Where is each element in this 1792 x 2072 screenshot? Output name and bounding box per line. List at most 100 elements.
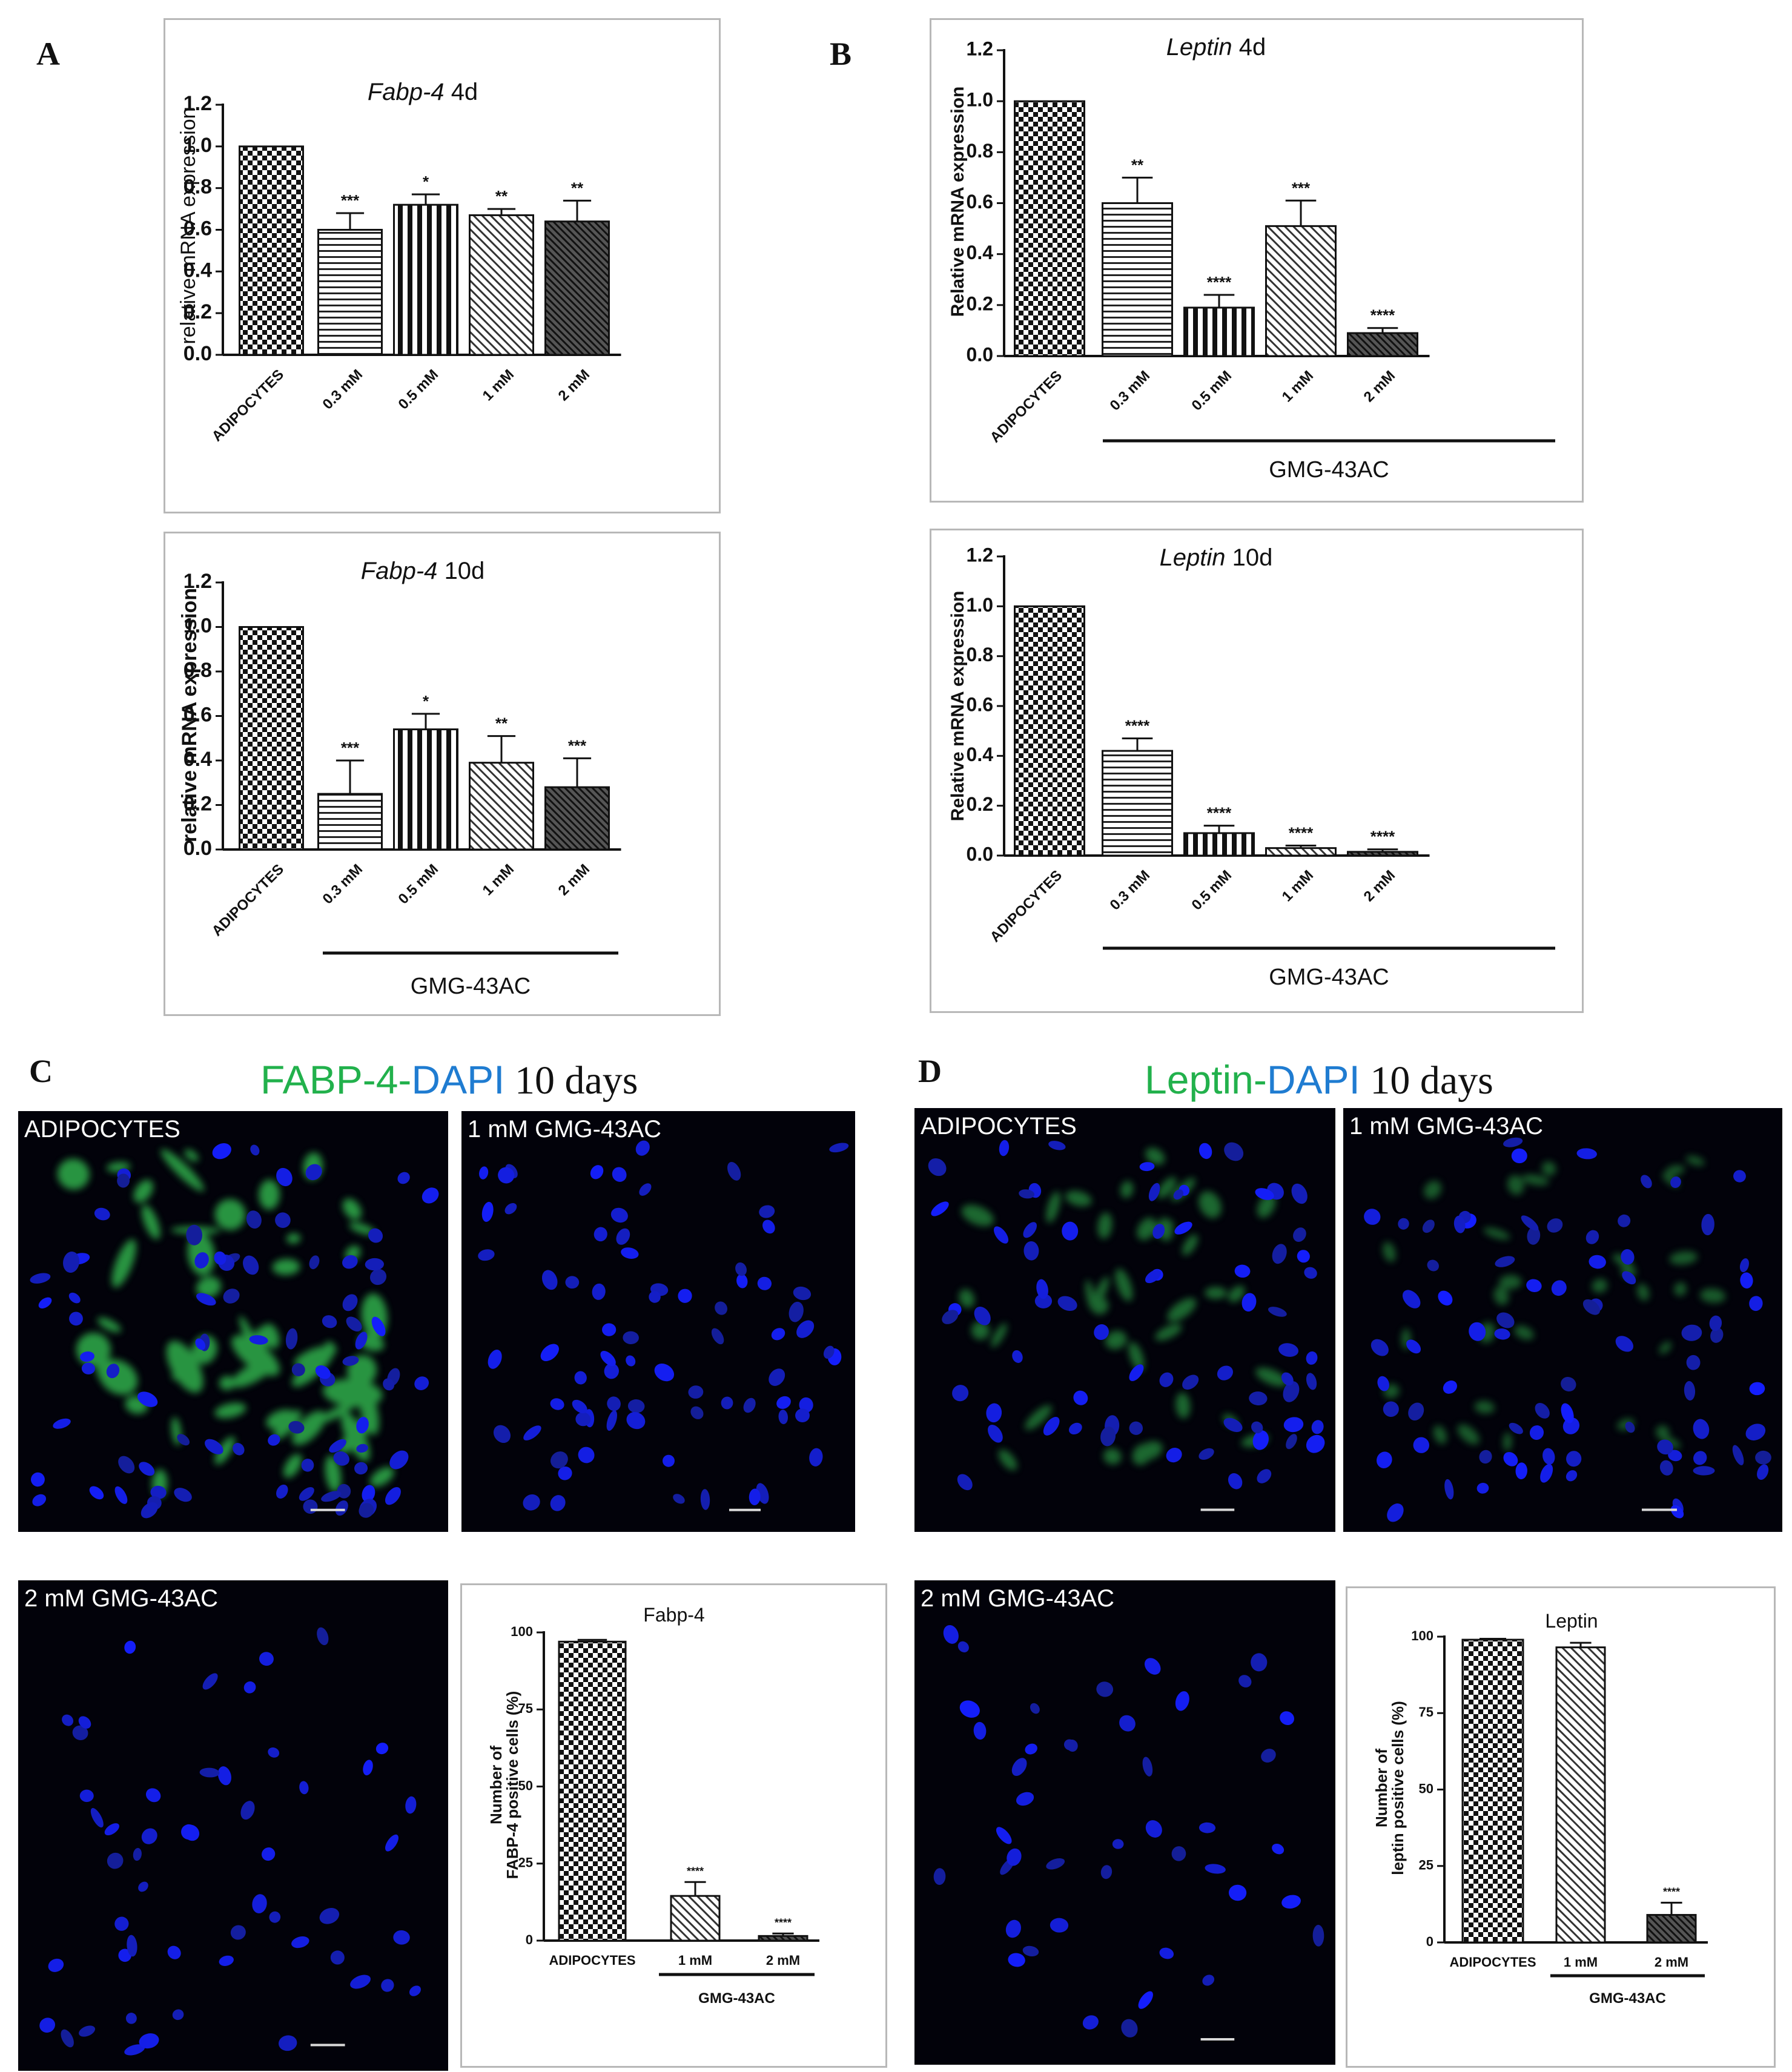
green-region: [231, 1335, 280, 1376]
nucleus: [626, 1411, 646, 1430]
micrograph-image: [18, 1111, 448, 1532]
nucleus: [1566, 1451, 1582, 1467]
nucleus: [1062, 1221, 1079, 1241]
nuclei: [1364, 1137, 1771, 1522]
x-tick-label: ADIPOCYTES: [987, 368, 1065, 446]
nucleus: [1281, 1372, 1294, 1386]
nucleus: [727, 1162, 741, 1181]
nucleus: [1398, 1218, 1409, 1230]
green-region: [1092, 1298, 1109, 1315]
green-region: [991, 1323, 1007, 1348]
bar-2-mm: [758, 1935, 808, 1942]
nucleus: [1283, 1417, 1304, 1433]
nucleus: [276, 1167, 293, 1187]
nucleus: [1228, 1884, 1247, 1901]
y-tick-label: 0.2: [967, 292, 993, 314]
nucleus: [385, 1834, 398, 1852]
y-axis-label: relative mRNA expression: [178, 588, 201, 842]
x-tick-label: 1 mM: [1279, 368, 1317, 405]
y-axis-label: leptin positive cells (%): [1389, 1701, 1407, 1875]
nucleus: [1444, 1479, 1454, 1500]
nucleus: [592, 1283, 606, 1300]
nucleus: [195, 1338, 206, 1350]
nuclei: [933, 1625, 1324, 2037]
nucleus: [230, 1925, 246, 1940]
nucleus: [721, 1396, 733, 1410]
nucleus: [743, 1397, 756, 1413]
nucleus: [1268, 1307, 1287, 1317]
nucleus: [1540, 1463, 1553, 1483]
nucleus: [1387, 1503, 1404, 1522]
chart-title-time: 4d: [451, 79, 478, 105]
x-tick-label: ADIPOCYTES: [1449, 1955, 1536, 1970]
nucleus: [276, 1484, 288, 1499]
nucleus: [150, 1485, 167, 1499]
nucleus: [1503, 1452, 1518, 1467]
chart-title-time: 10d: [1232, 544, 1273, 571]
nucleus: [196, 1293, 216, 1306]
nucleus: [1745, 1424, 1766, 1440]
nucleus: [479, 1166, 489, 1180]
nucleus: [1068, 1422, 1082, 1435]
y-tick-label: 1.0: [183, 614, 212, 637]
green-region: [1592, 1278, 1608, 1293]
nucleus: [1495, 1256, 1515, 1267]
nucleus: [540, 1344, 559, 1361]
micrograph-image: [18, 1580, 448, 2071]
panel-letter-d: D: [918, 1053, 942, 1089]
significance-marker: **: [1131, 156, 1144, 174]
nucleus: [1252, 1430, 1269, 1450]
y-tick-label: 0.2: [967, 793, 993, 815]
nucleus: [141, 1828, 157, 1844]
x-tick-label: 2 mM: [555, 366, 593, 404]
micrograph-image: [914, 1580, 1335, 2065]
y-tick-label: 0.8: [967, 644, 993, 665]
nucleus: [1228, 1473, 1243, 1490]
nucleus: [138, 1881, 148, 1892]
y-tick-label: 1.2: [967, 544, 993, 566]
green-region: [959, 1289, 975, 1308]
bar-2-mm: [1347, 332, 1418, 357]
nucleus: [217, 1766, 231, 1786]
nucleus: [319, 1908, 340, 1924]
nucleus: [335, 1500, 348, 1516]
nucleus: [1199, 1143, 1212, 1160]
chart-svg: Leptin 4d Relative mRNA expression 0.0 0.2 0…: [948, 34, 1555, 483]
nucleus: [259, 1652, 274, 1666]
chart-fabp4-4d: Fabp-4 4d relative mRNA expression 0.0 0.2 0…: [164, 18, 721, 513]
nucleus: [369, 1269, 387, 1285]
significance-marker: ****: [775, 1916, 792, 1928]
green-region: [1457, 1424, 1480, 1445]
nucleus: [711, 1328, 724, 1345]
significance-marker: ****: [1207, 273, 1232, 291]
green-region: [1105, 1330, 1127, 1350]
y-tick-label: 0.0: [183, 837, 212, 860]
green-region: [214, 1199, 246, 1230]
nucleus: [1286, 1434, 1297, 1450]
chart-leptin-10d: Leptin 10d Relative mRNA expression 0.0 0.2…: [930, 529, 1584, 1013]
green-region: [1145, 1147, 1165, 1165]
nucleus: [481, 1201, 494, 1222]
nucleus: [769, 1368, 785, 1386]
nucleus: [362, 1485, 375, 1502]
nucleus: [974, 1306, 991, 1325]
bar-1-mm: [469, 762, 534, 851]
nucleus: [1145, 1820, 1162, 1838]
nucleus: [291, 1363, 305, 1376]
nucleus: [612, 1167, 627, 1182]
green-region: [1514, 1325, 1534, 1340]
nucleus: [1171, 1846, 1186, 1861]
nucleus: [30, 1273, 51, 1284]
nucleus: [1129, 1364, 1144, 1382]
y-axis-label: Number of: [487, 1746, 505, 1824]
chart-title-sep: [445, 79, 451, 105]
x-tick-label: 0.5 mM: [1188, 368, 1235, 414]
nucleus: [627, 1399, 645, 1413]
nucleus: [107, 1852, 124, 1869]
nucleus: [305, 1164, 322, 1181]
nucleus: [1740, 1272, 1753, 1288]
nucleus: [194, 1252, 209, 1269]
nucleus: [1112, 1839, 1124, 1849]
nucleus: [365, 1258, 384, 1271]
nucleus: [1585, 1230, 1599, 1244]
